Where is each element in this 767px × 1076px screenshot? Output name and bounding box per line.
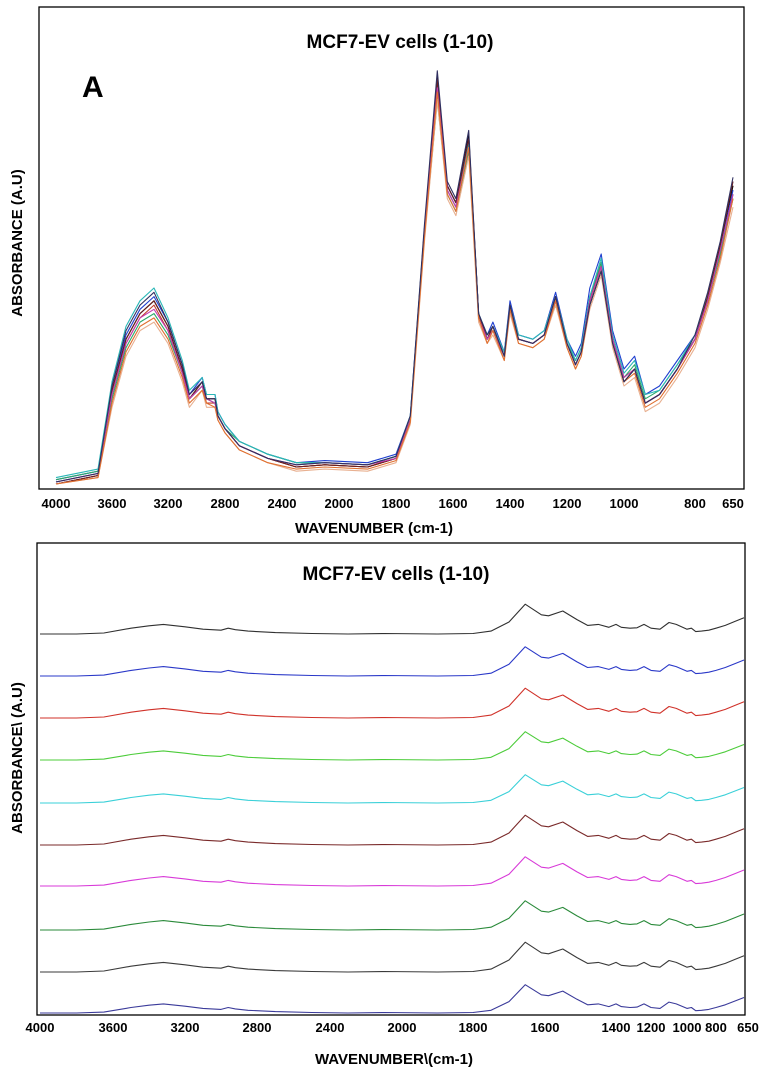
- stacked-series-line-5: [40, 774, 745, 804]
- x-tick-label: 1400: [496, 496, 525, 511]
- x-tick-label: 1600: [439, 496, 468, 511]
- series-line-7: [55, 87, 734, 483]
- panel-a-y-axis-label: ABSORBANCE (A.U): [9, 169, 26, 317]
- panel-b-title: MCF7-EV cells (1-10): [303, 564, 490, 585]
- panel-a-x-axis-label: WAVENUMBER (cm-1): [295, 520, 453, 537]
- series-line-6: [55, 78, 734, 485]
- x-tick-label: 2400: [316, 1020, 345, 1035]
- stacked-series-line-4: [40, 731, 745, 761]
- series-line-2: [55, 87, 734, 481]
- x-tick-label: 650: [737, 1020, 759, 1035]
- series-line-4: [55, 100, 734, 481]
- panel-b-series-lines: [40, 603, 745, 1014]
- panel-a-series-lines: [55, 70, 734, 485]
- x-tick-label: 2400: [268, 496, 297, 511]
- panel-b-x-ticks: 4000 3600 3200 2800 2400 2000 1800 1600 1400 1200…: [26, 1020, 759, 1035]
- panel-a-x-ticks: 4000 3600 3200 2800 2400 2000 1800 1600 1400 1200…: [42, 496, 744, 511]
- panel-b-chart: MCF7-EV cells (1-10) ABSORBANCE\ (A.U) W…: [9, 542, 759, 1068]
- panel-a-plot-frame: [38, 6, 745, 490]
- panel-b-x-axis-label: WAVENUMBER\(cm-1): [315, 1051, 473, 1068]
- x-tick-label: 2000: [325, 496, 354, 511]
- x-tick-label: 3200: [154, 496, 183, 511]
- x-tick-label: 2000: [388, 1020, 417, 1035]
- panel-a-title: MCF7-EV cells (1-10): [307, 32, 494, 53]
- x-tick-label: 4000: [26, 1020, 55, 1035]
- x-tick-label: 800: [684, 496, 706, 511]
- x-tick-label: 1600: [531, 1020, 560, 1035]
- stacked-series-line-10: [40, 984, 745, 1014]
- x-tick-label: 1400: [602, 1020, 631, 1035]
- x-tick-label: 1000: [673, 1020, 702, 1035]
- x-tick-label: 650: [722, 496, 744, 511]
- stacked-series-line-6: [40, 814, 745, 846]
- stacked-series-line-9: [40, 941, 745, 973]
- x-tick-label: 1200: [553, 496, 582, 511]
- stacked-series-line-2: [40, 646, 745, 677]
- x-tick-label: 1800: [459, 1020, 488, 1035]
- series-line-3: [55, 83, 734, 485]
- x-tick-label: 800: [705, 1020, 727, 1035]
- panel-b-y-axis-label: ABSORBANCE\ (A.U): [9, 682, 26, 834]
- x-tick-label: 1000: [610, 496, 639, 511]
- series-line-8: [55, 100, 734, 485]
- series-line-5: [55, 91, 734, 479]
- x-tick-label: 1800: [382, 496, 411, 511]
- stacked-series-line-1: [40, 603, 745, 635]
- series-line-10: [55, 70, 734, 483]
- stacked-series-line-7: [40, 856, 745, 887]
- x-tick-label: 3200: [171, 1020, 200, 1035]
- panel-b-plot-frame: [36, 542, 746, 1016]
- x-tick-label: 3600: [99, 1020, 128, 1035]
- panel-a-chart: MCF7-EV cells (1-10) A ABSORBANCE (A.U) …: [9, 6, 745, 537]
- x-tick-label: 1200: [637, 1020, 666, 1035]
- panel-a-label: A: [82, 71, 104, 104]
- stacked-series-line-3: [40, 687, 745, 719]
- x-tick-label: 2800: [243, 1020, 272, 1035]
- series-line-9: [55, 91, 734, 485]
- x-tick-label: 3600: [98, 496, 127, 511]
- stacked-series-line-8: [40, 900, 745, 931]
- x-tick-label: 4000: [42, 496, 71, 511]
- x-tick-label: 2800: [211, 496, 240, 511]
- series-line-1: [55, 74, 734, 485]
